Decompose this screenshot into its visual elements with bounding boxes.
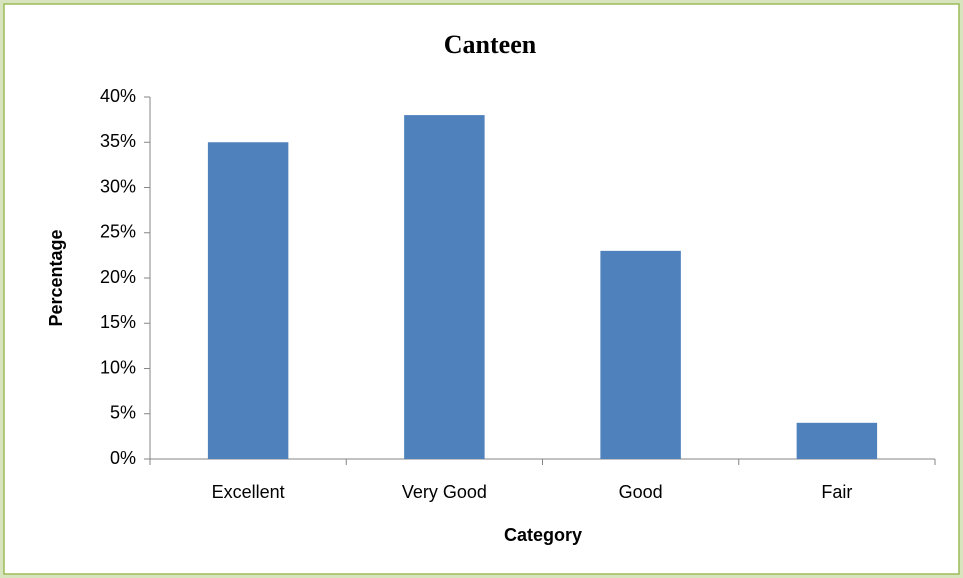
- bar: [796, 422, 878, 459]
- y-axis-label: Percentage: [46, 229, 66, 326]
- chart-title: Canteen: [444, 30, 537, 59]
- y-tick-label: 10%: [100, 357, 136, 377]
- x-tick-label: Very Good: [402, 482, 487, 502]
- y-tick-label: 20%: [100, 267, 136, 287]
- x-axis-label: Category: [504, 525, 582, 545]
- y-tick-label: 30%: [100, 176, 136, 196]
- y-tick-label: 5%: [110, 403, 136, 423]
- y-tick-label: 40%: [100, 86, 136, 106]
- bar: [404, 115, 485, 459]
- y-tick-label: 25%: [100, 222, 136, 242]
- x-tick-label: Excellent: [212, 482, 285, 502]
- bar: [600, 250, 681, 459]
- y-tick-label: 0%: [110, 448, 136, 468]
- bar: [207, 142, 289, 459]
- x-tick-label: Good: [619, 482, 663, 502]
- y-tick-label: 35%: [100, 131, 136, 151]
- x-tick-label: Fair: [821, 482, 852, 502]
- y-tick-label: 15%: [100, 312, 136, 332]
